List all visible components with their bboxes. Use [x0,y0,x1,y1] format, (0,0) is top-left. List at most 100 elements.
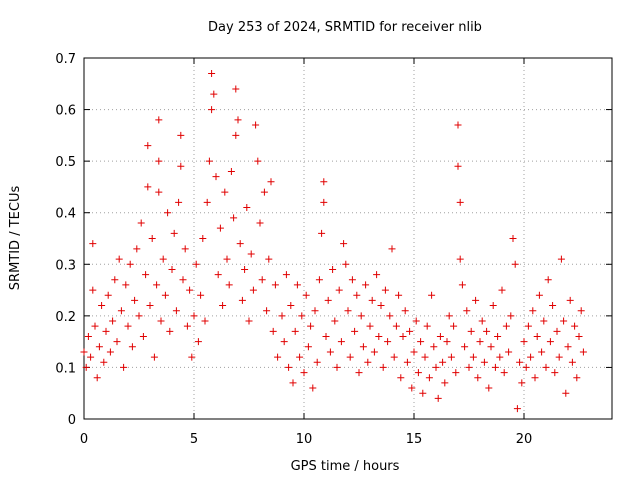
data-point [346,353,354,361]
data-point [516,358,524,366]
data-point [498,286,506,294]
data-point [377,302,385,310]
data-point [221,188,229,196]
data-point [476,338,484,346]
data-point [102,327,110,335]
data-point [461,343,469,351]
data-point [375,332,383,340]
data-point [155,157,163,165]
data-point [544,276,552,284]
data-point [364,358,372,366]
data-point [203,198,211,206]
data-point [467,327,475,335]
y-tick-label: 0.7 [55,52,76,67]
data-point [234,116,242,124]
data-point [247,250,255,258]
data-point [359,343,367,351]
data-point [137,219,145,227]
data-point [566,296,574,304]
data-point [518,379,526,387]
data-point [126,260,134,268]
data-point [419,389,427,397]
data-point [91,322,99,330]
data-point [522,363,530,371]
data-point [430,343,438,351]
data-point [421,353,429,361]
data-point [353,291,361,299]
data-point [179,276,187,284]
data-point [469,353,477,361]
data-point [445,312,453,320]
data-point [113,338,121,346]
data-point [269,327,277,335]
data-point [373,271,381,279]
data-point [337,338,345,346]
data-point [428,291,436,299]
data-point [450,322,458,330]
data-point [210,90,218,98]
data-point [208,106,216,114]
data-point [144,142,152,150]
data-point [232,85,240,93]
data-point [309,384,317,392]
data-point [326,348,334,356]
data-point [511,260,519,268]
data-point [131,296,139,304]
data-point [474,374,482,382]
data-point [285,363,293,371]
data-point [201,317,209,325]
data-point [463,307,471,315]
data-point [491,363,499,371]
data-point [304,343,312,351]
data-point [432,363,440,371]
data-point [223,255,231,263]
data-point [199,235,207,242]
data-point [117,307,125,315]
data-point [159,255,167,263]
data-point [434,394,442,402]
data-point [93,374,101,382]
data-point [568,358,576,366]
data-point [219,302,227,310]
data-point [408,384,416,392]
data-point [423,322,431,330]
data-point [161,291,169,299]
data-point [144,183,152,191]
data-point [390,353,398,361]
data-point [177,131,185,139]
data-point [280,338,288,346]
data-point [243,204,251,212]
x-tick-label: 5 [190,432,198,447]
data-point [465,363,473,371]
data-point [472,296,480,304]
data-point [249,286,257,294]
data-point [320,178,328,186]
data-point [212,173,220,181]
data-point [335,286,343,294]
data-point [188,353,196,361]
data-point [348,276,356,284]
data-point [571,322,579,330]
data-point [579,348,587,356]
data-point [197,291,205,299]
data-point [388,245,396,253]
data-point [311,307,319,315]
x-tick-label: 10 [296,432,313,447]
data-point [225,281,233,289]
data-point [181,245,189,253]
data-point [546,338,554,346]
data-point [351,327,359,335]
data-point [296,353,304,361]
data-point [133,245,141,253]
data-point [384,338,392,346]
y-tick-label: 0.4 [55,207,76,222]
data-point [291,327,299,335]
data-point [84,332,92,340]
data-point [397,374,405,382]
data-point [538,348,546,356]
data-point [542,363,550,371]
data-point [557,255,565,263]
data-point [329,265,337,273]
data-point [502,322,510,330]
data-point [109,317,117,325]
